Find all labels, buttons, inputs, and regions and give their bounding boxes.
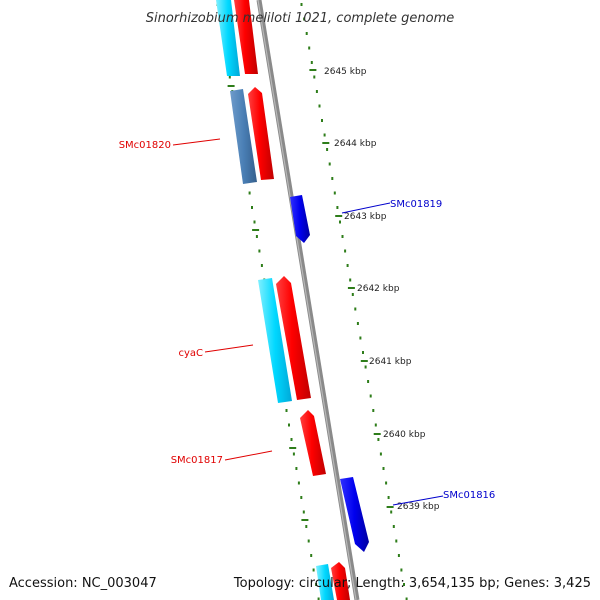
kbp-label: 2641 kbp: [369, 357, 412, 367]
tick-dot: [328, 162, 331, 166]
tick-dot: [258, 249, 261, 253]
tick-dot: [339, 220, 341, 224]
gene-track: [216, 0, 369, 600]
tick-dot: [390, 510, 393, 514]
gene-forward-aux[interactable]: [216, 0, 240, 76]
kbp-label: 2639 kbp: [397, 502, 440, 512]
kbp-label: 2643 kbp: [344, 212, 387, 222]
tick-dot: [400, 568, 403, 572]
gene-label-smc01820[interactable]: SMc01820: [119, 140, 171, 151]
tick-dot: [295, 467, 298, 470]
tick-dot: [300, 496, 303, 499]
tick-dot: [253, 220, 256, 224]
map-title: Sinorhizobium meliloti 1021, complete ge…: [146, 11, 455, 26]
gene-label-smc01819[interactable]: SMc01819: [390, 199, 442, 210]
tick-dot: [362, 351, 364, 354]
gene-forward-bottom[interactable]: [331, 562, 350, 600]
tick-dot: [248, 191, 251, 195]
tick-dot: [313, 75, 316, 79]
tick-dot: [321, 119, 323, 122]
tick-dot: [326, 148, 329, 151]
tick-dot: [364, 365, 367, 369]
tick-dot: [305, 32, 308, 35]
tick-dot: [344, 249, 347, 253]
tick-dot: [349, 278, 352, 282]
accession-text: Accession: NC_003047: [9, 576, 157, 591]
tick-dot: [382, 467, 385, 470]
tick-dot: [379, 452, 382, 456]
genome-backbone: [256, 0, 360, 600]
gene-smc01820[interactable]: [248, 87, 274, 180]
tick-dot: [405, 597, 408, 600]
tick-dot: [228, 75, 231, 79]
tick-dot: [315, 90, 318, 93]
kbp-label: 2642 kbp: [357, 284, 400, 294]
tick-dot: [285, 409, 288, 412]
tick-dot: [317, 597, 320, 600]
tick-dot: [395, 539, 398, 543]
tick-dot: [310, 61, 313, 64]
tick-dot: [359, 336, 362, 340]
topology-text: Topology: circular; Length: 3,654,135 bp…: [233, 576, 591, 591]
tick-dot: [318, 104, 321, 108]
tick-dot: [255, 235, 258, 238]
outer-tick-track: [300, 3, 408, 600]
gene-label-cyac[interactable]: cyaC: [178, 348, 203, 359]
tick-dot: [385, 481, 388, 485]
tick-dot: [377, 438, 380, 441]
tick-dot: [300, 3, 303, 6]
tick-dot: [372, 409, 375, 412]
tick-dot: [374, 423, 377, 427]
tick-dot: [307, 539, 310, 543]
tick-dot: [290, 438, 293, 441]
tick-dot: [336, 206, 339, 209]
tick-dot: [387, 496, 390, 499]
gene-label-smc01816[interactable]: SMc01816: [443, 490, 495, 501]
gene-labels: SMc01820 SMc01819 cyaC SMc01817 SMc01816: [119, 140, 496, 501]
tick-dot: [315, 583, 318, 586]
tick-dot: [310, 554, 313, 557]
kbp-labels: 2645 kbp 2644 kbp 2643 kbp 2642 kbp 2641…: [324, 67, 440, 512]
tick-dot: [305, 525, 308, 528]
tick-dot: [302, 510, 305, 514]
tick-dot: [297, 481, 300, 485]
tick-dot: [403, 583, 405, 586]
gene-forward[interactable]: [234, 0, 258, 74]
tick-dot: [351, 293, 354, 296]
tick-dot: [367, 380, 370, 383]
tick-dot: [260, 264, 263, 267]
gene-smc01819[interactable]: [290, 195, 310, 243]
genome-backbone-highlight: [257, 0, 357, 600]
gene-cyac[interactable]: [276, 276, 311, 400]
kbp-label: 2645 kbp: [324, 67, 367, 77]
tick-dot: [333, 191, 336, 195]
tick-dot: [369, 394, 372, 398]
gene-smc01817[interactable]: [300, 410, 326, 476]
tick-dot: [397, 554, 400, 557]
gene-smc01816[interactable]: [340, 477, 369, 552]
gene-label-leaders: [172, 138, 444, 506]
tick-dot: [341, 235, 344, 238]
tick-dot: [308, 46, 311, 50]
tick-dot: [288, 423, 290, 427]
kbp-label: 2644 kbp: [334, 139, 377, 149]
tick-dot: [303, 17, 306, 21]
tick-dot: [312, 568, 315, 572]
gene-label-smc01817[interactable]: SMc01817: [171, 455, 223, 466]
tick-dot: [354, 307, 357, 311]
tick-dot: [251, 206, 253, 209]
tick-dot: [356, 322, 359, 325]
kbp-label: 2640 kbp: [383, 430, 426, 440]
tick-dot: [292, 452, 295, 456]
gene-cyac-aux[interactable]: [258, 278, 292, 403]
tick-dot: [323, 133, 326, 137]
tick-dot: [331, 177, 334, 180]
tick-dot: [346, 264, 349, 267]
gene-smc01820-aux[interactable]: [230, 89, 257, 184]
gene-forward-aux-bottom[interactable]: [316, 564, 334, 600]
tick-dot: [392, 525, 395, 528]
